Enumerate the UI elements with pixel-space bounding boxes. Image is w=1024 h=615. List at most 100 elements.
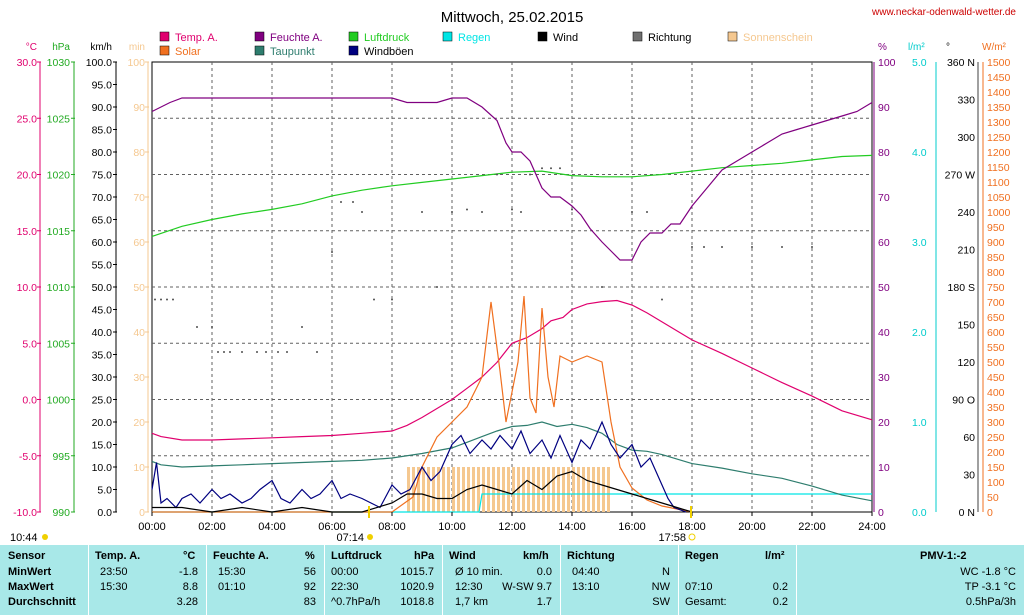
tick-kmh: 20.0 <box>92 417 113 429</box>
stat-wind-val: 0.0 <box>536 566 552 578</box>
left-sun-icon <box>42 534 48 540</box>
hdr-hum-unit: % <box>305 550 315 562</box>
tick-dir: 90 O <box>952 395 975 407</box>
tick-dir: 270 W <box>945 170 975 182</box>
left-time-label: 10:44 <box>10 532 38 544</box>
tick-kmh: 55.0 <box>92 260 113 272</box>
direction-point <box>286 351 288 353</box>
series-windb-en <box>151 420 687 513</box>
direction-point <box>331 251 333 253</box>
sunshine-bar <box>552 467 555 512</box>
series-feuchte-a- <box>151 97 873 261</box>
tick-press: 1015 <box>47 226 71 238</box>
hdr-temp-unit: °C <box>183 550 196 562</box>
legend-swatch <box>348 45 359 56</box>
sunshine-bar <box>452 467 455 512</box>
tick-solar: 750 <box>987 282 1005 294</box>
direction-point <box>601 286 603 288</box>
tick-solar: 450 <box>987 372 1005 384</box>
x-tick-label: 20:00 <box>738 521 766 533</box>
stat-pmv: WC -1.8 °C <box>960 566 1016 578</box>
sunshine-bar <box>537 467 540 512</box>
x-tick-label: 06:00 <box>318 521 346 533</box>
tick-pct: 40 <box>878 327 890 339</box>
direction-point <box>166 298 168 301</box>
stat-hum-time: 01:10 <box>218 581 246 593</box>
tick-rain: 2.0 <box>912 327 927 339</box>
hdr-temp: Temp. A. <box>95 550 141 562</box>
hdr-rain: Regen <box>685 550 719 562</box>
sunset-label: 17:58 <box>658 532 686 544</box>
stats-table: Sensor Temp. A. °C Feuchte A. % Luftdruc… <box>0 545 1024 615</box>
tick-solar: 700 <box>987 297 1005 309</box>
legend-label: Taupunkt <box>270 46 315 58</box>
sunshine-bar <box>437 467 440 512</box>
sun-markers: 07:14 17:58 10:44 <box>10 506 696 544</box>
stat-dir-time: 04:40 <box>572 566 600 578</box>
tick-kmh: 50.0 <box>92 282 113 294</box>
axis-unit-pct: % <box>878 42 887 53</box>
tick-solar: 100 <box>987 477 1005 489</box>
direction-point <box>559 167 561 170</box>
sunshine-bar <box>422 467 425 512</box>
tick-kmh: 5.0 <box>97 485 112 497</box>
chart-series <box>151 97 873 513</box>
stat-hum-time: 15:30 <box>218 566 246 578</box>
stat-dir-val: SW <box>652 596 670 608</box>
hdr-rain-unit: l/m² <box>765 550 785 562</box>
site-url[interactable]: www.neckar-odenwald-wetter.de <box>871 7 1016 18</box>
tick-temp: 25.0 <box>17 113 38 125</box>
legend-swatch <box>442 31 453 42</box>
direction-point <box>373 298 375 301</box>
stat-press-val: 1015.7 <box>400 566 434 578</box>
stat-label: MinWert <box>8 566 52 578</box>
legend-label: Regen <box>458 32 490 44</box>
tick-kmh: 95.0 <box>92 80 113 92</box>
tick-kmh: 85.0 <box>92 125 113 137</box>
sunshine-bar <box>462 467 465 512</box>
axis-unit-press: hPa <box>52 42 70 53</box>
tick-temp: 20.0 <box>17 170 38 182</box>
tick-solar: 1400 <box>987 87 1011 99</box>
sunshine-bar <box>582 467 585 512</box>
stat-dir-time: 13:10 <box>572 581 600 593</box>
chart-legend: Temp. A. Solar Feuchte A. Taupunkt Luftdruck… <box>159 31 813 58</box>
stat-rain-time: Gesamt: <box>685 596 727 608</box>
tick-solar: 1300 <box>987 117 1011 129</box>
sunshine-bar <box>447 467 450 512</box>
direction-point <box>196 326 198 328</box>
tick-press: 1000 <box>47 395 71 407</box>
tick-kmh: 65.0 <box>92 215 113 227</box>
axis-unit-kmh: km/h <box>90 42 112 53</box>
direction-point <box>451 211 453 213</box>
stat-label: MaxWert <box>8 581 54 593</box>
tick-solar: 1450 <box>987 72 1011 84</box>
stat-hum-val: 92 <box>303 581 316 593</box>
tick-dir: 60 <box>963 432 975 444</box>
tick-pct: 80 <box>878 147 890 159</box>
stat-wind-time: 1,7 km <box>455 596 489 608</box>
hdr-wind: Wind <box>449 550 476 562</box>
tick-temp: 30.0 <box>17 57 38 69</box>
tick-solar: 1100 <box>987 177 1010 189</box>
tick-pct: 10 <box>878 462 890 474</box>
tick-min: 40 <box>133 327 145 339</box>
tick-dir: 330 <box>957 95 975 107</box>
tick-press: 1005 <box>47 338 71 350</box>
direction-point <box>316 351 318 353</box>
tick-solar: 50 <box>987 492 999 504</box>
direction-point <box>391 298 393 301</box>
axis-unit-dir: ° <box>946 42 950 53</box>
direction-point <box>241 351 243 353</box>
direction-point <box>691 246 693 248</box>
sunshine-bar <box>587 467 590 512</box>
legend-swatch <box>727 31 738 42</box>
tick-min: 60 <box>133 237 145 249</box>
tick-solar: 500 <box>987 357 1005 369</box>
direction-point <box>811 246 813 248</box>
direction-point <box>520 211 522 213</box>
stat-dir-val: N <box>662 566 670 578</box>
sunshine-bar <box>607 467 610 512</box>
x-tick-label: 14:00 <box>558 521 586 533</box>
tick-solar: 1150 <box>987 162 1010 174</box>
